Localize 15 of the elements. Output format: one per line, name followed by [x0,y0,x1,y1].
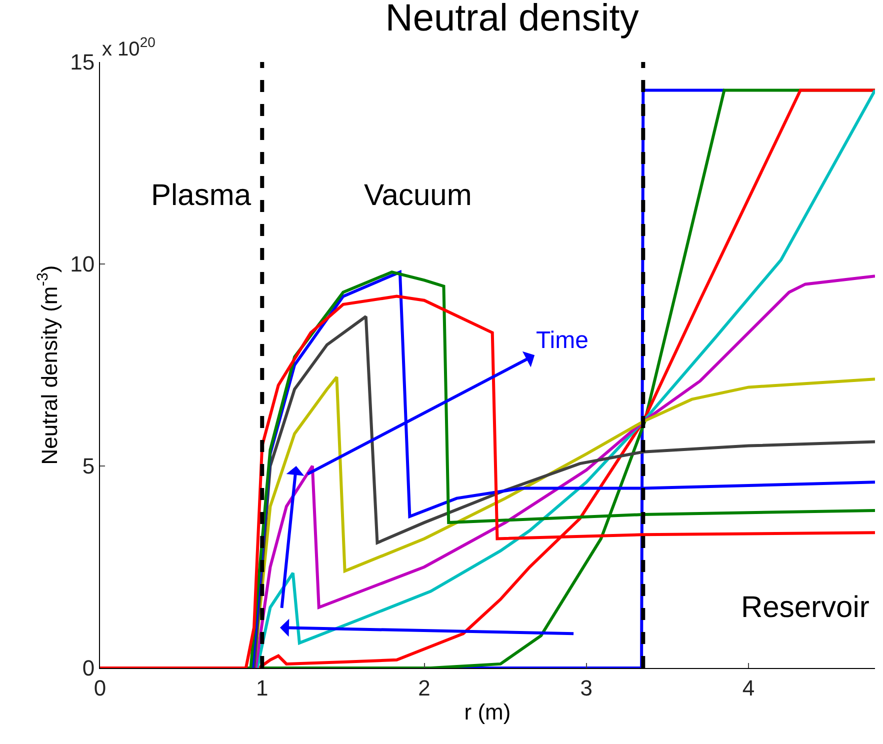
y-tick-label: 10 [70,252,95,277]
x-tick-label: 2 [418,675,430,700]
y-tick-label: 0 [82,656,95,681]
x-tick-label: 1 [256,675,268,700]
chart-title: Neutral density [385,0,639,40]
annotation: Reservoir [741,591,870,624]
y-tick-label: 15 [70,50,95,75]
x-tick-label: 4 [742,675,755,700]
text: x 10$^{20}$ [102,34,156,60]
y-tick-label: 5 [82,454,95,479]
annotation: Time [536,327,588,354]
x-tick-label: 3 [580,675,593,700]
annotation: Vacuum [364,179,472,212]
x-axis-title: r (m) [464,699,511,724]
annotation: Plasma [151,179,252,212]
